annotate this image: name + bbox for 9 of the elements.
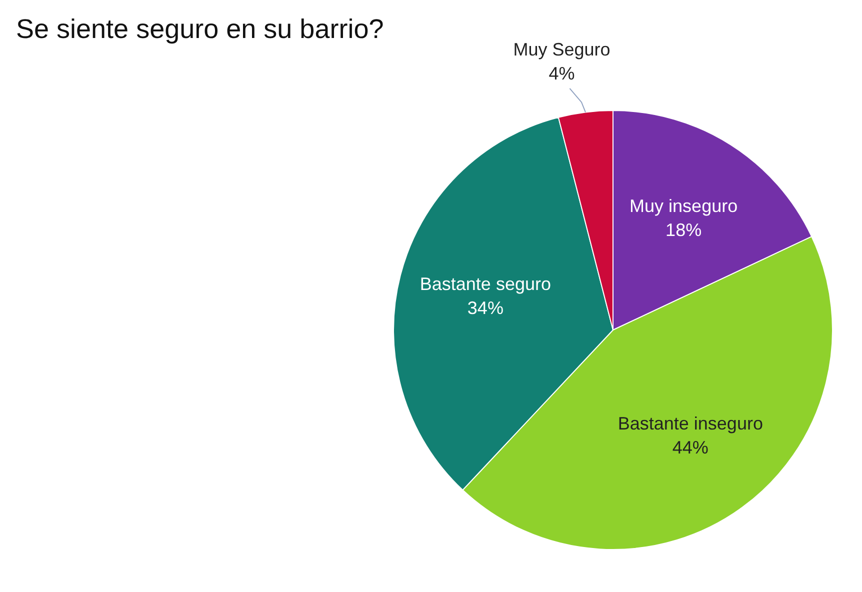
data-label: 34% — [467, 298, 504, 318]
slice-label: Muy inseguro — [630, 196, 738, 216]
slice-label: Bastante inseguro — [618, 414, 763, 434]
slice-label: Bastante seguro — [420, 274, 551, 294]
chart-title: Se siente seguro en su barrio? — [16, 14, 384, 45]
data-label: 4% — [548, 63, 575, 84]
slice-label: Muy Seguro — [513, 39, 610, 60]
data-label: 18% — [666, 220, 702, 240]
data-label: 44% — [672, 438, 708, 458]
